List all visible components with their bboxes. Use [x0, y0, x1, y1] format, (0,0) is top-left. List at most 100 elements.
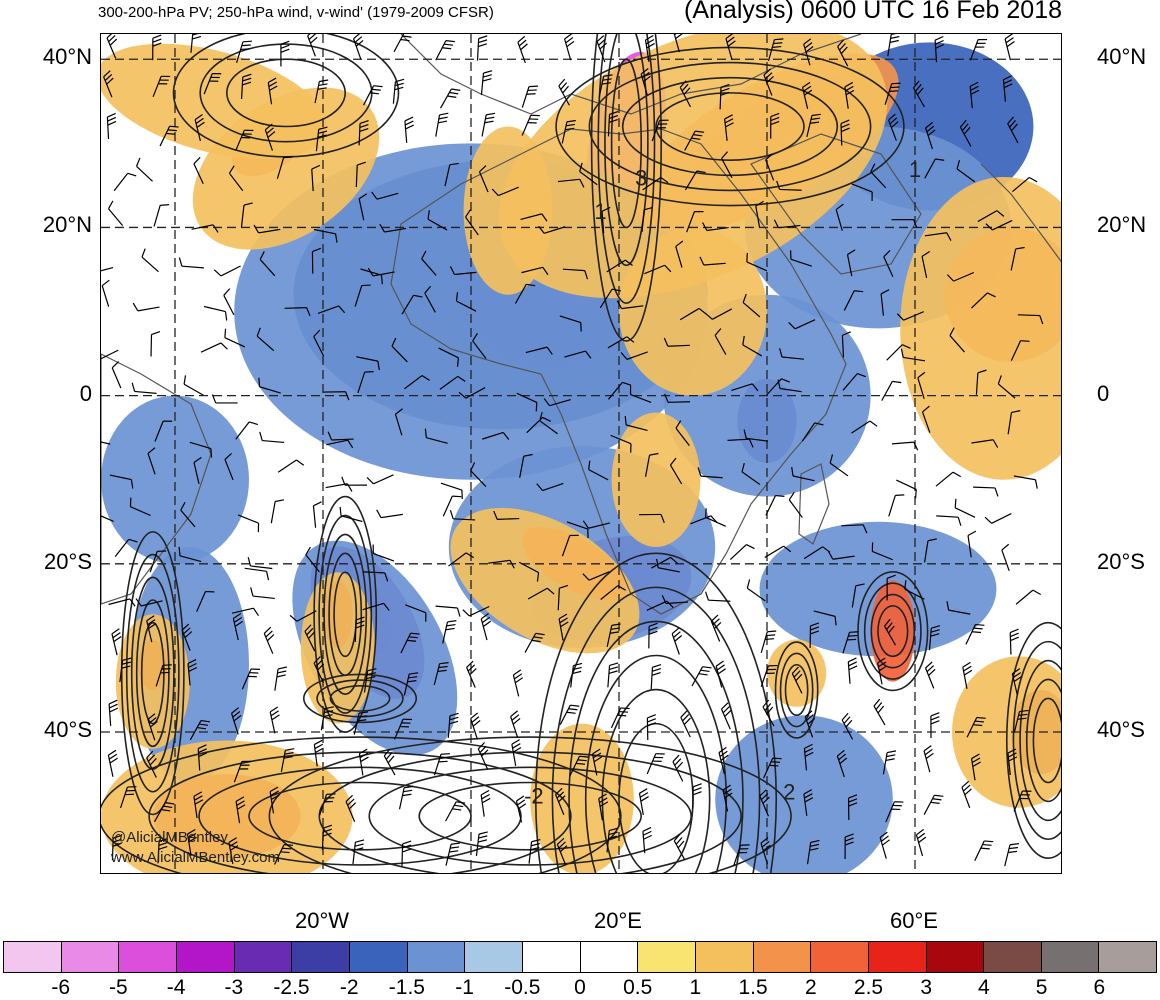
wind-barb — [711, 615, 721, 642]
colorbar-swatch — [1099, 942, 1156, 972]
colorbar-tick-label: 5 — [1036, 976, 1048, 1000]
pv-region-pos-40 — [464, 127, 553, 295]
contour-label-4: 2 — [783, 779, 795, 804]
colorbar-tick-label: -0.5 — [504, 976, 540, 1000]
wind-barb — [102, 280, 109, 307]
colorbar-swatch — [177, 942, 235, 972]
wind-barb — [441, 89, 461, 108]
wind-barb — [766, 496, 785, 516]
wind-barb — [405, 117, 414, 143]
contour-label-3: -2 — [524, 784, 544, 809]
wind-barb — [436, 113, 449, 136]
wind-barb — [722, 703, 732, 729]
colorbar-swatch — [1042, 942, 1100, 972]
colorbar-swatch — [581, 942, 639, 972]
colorbar-tick-label: -4 — [167, 976, 186, 1000]
wind-barb — [476, 832, 487, 856]
wind-barb — [108, 750, 117, 776]
wind-barb — [1002, 544, 1009, 571]
wind-barb — [608, 663, 618, 687]
wind-barb — [270, 707, 279, 733]
wind-barb — [955, 499, 975, 517]
colorbar-swatch — [984, 942, 1042, 972]
wind-barb — [271, 500, 284, 523]
wind-barb — [1005, 34, 1014, 60]
colorbar-swatch — [754, 942, 812, 972]
colorbar-tick-label: -1.5 — [389, 976, 425, 1000]
colorbar — [3, 941, 1157, 973]
wind-barb — [109, 700, 118, 726]
wind-barb — [248, 557, 272, 568]
colorbar-tick-label: 3 — [920, 976, 932, 1000]
wind-barb — [571, 663, 582, 687]
wind-barb — [761, 631, 776, 653]
colorbar-swatch — [638, 942, 696, 972]
contour-label-2: 1 — [909, 157, 921, 182]
wind-barb — [874, 699, 885, 725]
wind-barb — [962, 781, 972, 808]
wind-barb — [446, 802, 465, 821]
wind-barb — [154, 205, 169, 227]
wind-barb — [400, 786, 414, 809]
colorbar-tick-label: -5 — [109, 976, 128, 1000]
longitude-label: 20°E — [594, 908, 642, 934]
wind-barb — [364, 86, 383, 106]
colorbar-swatch — [869, 942, 927, 972]
wind-barb — [353, 840, 364, 864]
wind-barb — [471, 713, 480, 740]
wind-barb — [101, 430, 110, 444]
colorbar-tick-label: -1 — [455, 976, 474, 1000]
wind-barb — [179, 258, 203, 268]
map-title: (Analysis) 0600 UTC 16 Feb 2018 — [684, 0, 1062, 25]
latitude-label-left: 20°S — [44, 549, 92, 575]
wind-barb — [260, 432, 284, 443]
map-subtitle: 300-200-hPa PV; 250-hPa wind, v-wind' (1… — [98, 4, 494, 21]
wind-barb — [975, 841, 993, 861]
wind-barb — [214, 266, 240, 276]
latitude-label-left: 0 — [80, 381, 92, 407]
wind-barb — [985, 514, 1011, 524]
wind-barb — [673, 755, 683, 781]
colorbar-swatch — [350, 942, 408, 972]
wind-barb — [477, 36, 487, 61]
colorbar-tick-label: 0 — [574, 976, 586, 1000]
wind-barb — [522, 86, 538, 107]
wind-barb — [647, 715, 656, 740]
colorbar-tick-label: 1 — [690, 976, 702, 1000]
colorbar-tick-label: -3 — [224, 976, 243, 1000]
wind-barb — [107, 113, 116, 139]
wind-barb — [513, 670, 522, 696]
wind-barb — [681, 711, 691, 737]
wind-barb — [151, 332, 160, 357]
wind-barb — [559, 79, 570, 105]
longitude-label: 60°E — [890, 908, 938, 934]
colorbar-swatch — [523, 942, 581, 972]
wind-barb — [882, 381, 902, 400]
colorbar-swatch — [927, 942, 985, 972]
wind-barb — [565, 34, 574, 60]
colorbar-tick-label: -2 — [340, 976, 359, 1000]
colorbar-swatch — [811, 942, 869, 972]
wind-barb — [892, 442, 918, 450]
wind-barb — [692, 667, 711, 686]
latitude-label-right: 40°S — [1097, 717, 1145, 743]
wind-barb — [693, 784, 702, 809]
wind-barb — [651, 665, 661, 690]
wind-barb — [112, 362, 121, 388]
wind-barb — [359, 749, 368, 775]
wind-barb — [137, 158, 153, 181]
wind-barb — [132, 383, 156, 394]
wind-barb — [133, 303, 159, 311]
wind-barb — [1010, 629, 1019, 654]
longitude-label: 20°W — [295, 908, 349, 934]
wind-barb — [916, 829, 925, 856]
wind-barb — [313, 502, 321, 528]
wind-barb — [142, 249, 158, 272]
latitude-label-left: 40°N — [43, 44, 92, 70]
colorbar-tick-label: -2.5 — [273, 976, 309, 1000]
wind-barb — [973, 487, 998, 496]
colorbar-tick-label: 0.5 — [623, 976, 652, 1000]
colorbar-swatch — [465, 942, 523, 972]
